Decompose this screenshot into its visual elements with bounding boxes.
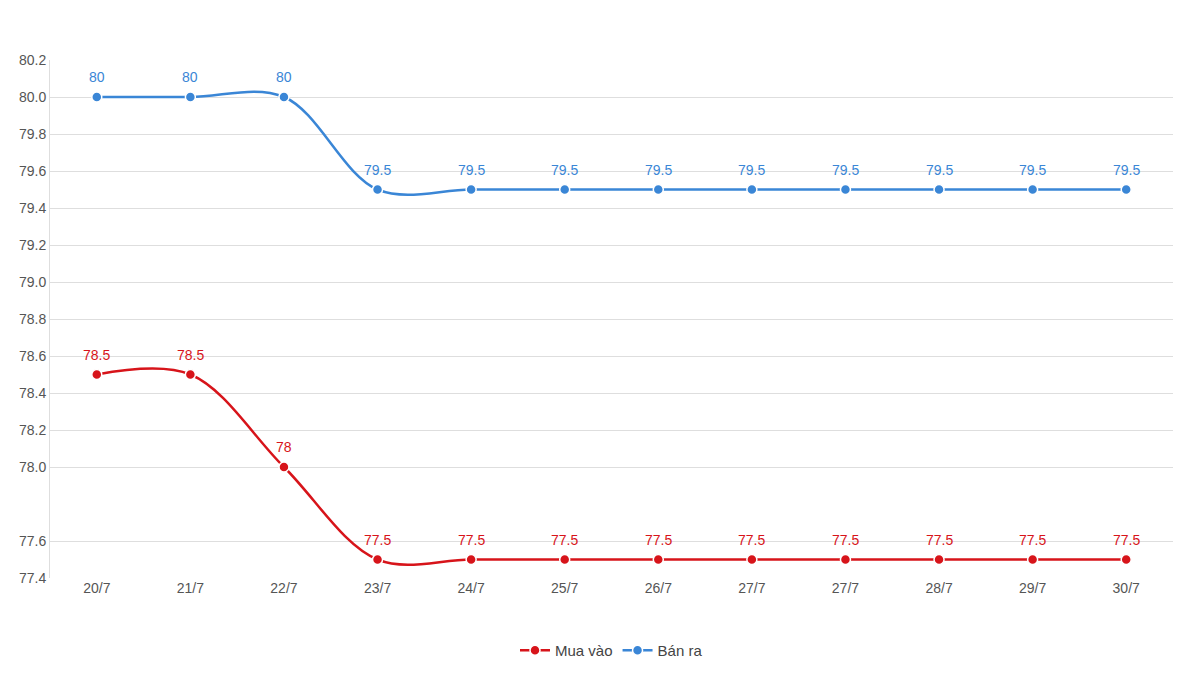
svg-text:79.5: 79.5 [1113,162,1140,178]
svg-text:78.4: 78.4 [19,385,46,401]
svg-text:79.5: 79.5 [926,162,953,178]
svg-text:25/7: 25/7 [551,580,578,596]
svg-text:77.5: 77.5 [364,532,391,548]
svg-text:77.5: 77.5 [551,532,578,548]
svg-text:79.0: 79.0 [19,274,46,290]
svg-text:26/7: 26/7 [645,580,672,596]
svg-text:79.5: 79.5 [738,162,765,178]
svg-text:78.5: 78.5 [83,347,110,363]
svg-text:79.4: 79.4 [19,200,46,216]
svg-text:78.0: 78.0 [19,459,46,475]
svg-text:79.5: 79.5 [645,162,672,178]
svg-text:78: 78 [276,439,292,455]
svg-text:29/7: 29/7 [1019,580,1046,596]
svg-text:77.5: 77.5 [738,532,765,548]
svg-text:77.5: 77.5 [458,532,485,548]
svg-text:78.6: 78.6 [19,348,46,364]
svg-text:78.8: 78.8 [19,311,46,327]
svg-text:27/7: 27/7 [738,580,765,596]
svg-text:80: 80 [276,69,292,85]
svg-text:77.5: 77.5 [1113,532,1140,548]
svg-text:78.2: 78.2 [19,422,46,438]
svg-text:80: 80 [89,69,105,85]
svg-text:80.0: 80.0 [19,89,46,105]
svg-text:79.2: 79.2 [19,237,46,253]
svg-text:27/7: 27/7 [832,580,859,596]
svg-text:28/7: 28/7 [925,580,952,596]
svg-text:79.8: 79.8 [19,126,46,142]
svg-text:Mua vào: Mua vào [555,642,613,659]
svg-text:77.5: 77.5 [1019,532,1046,548]
svg-text:79.5: 79.5 [1019,162,1046,178]
svg-text:21/7: 21/7 [177,580,204,596]
svg-text:22/7: 22/7 [270,580,297,596]
svg-text:80: 80 [182,69,198,85]
svg-text:77.6: 77.6 [19,533,46,549]
svg-text:30/7: 30/7 [1113,580,1140,596]
svg-text:77.4: 77.4 [19,570,46,586]
svg-text:80.2: 80.2 [19,52,46,68]
svg-text:24/7: 24/7 [458,580,485,596]
svg-text:79.5: 79.5 [458,162,485,178]
svg-text:79.5: 79.5 [832,162,859,178]
svg-text:20/7: 20/7 [83,580,110,596]
svg-text:79.6: 79.6 [19,163,46,179]
svg-text:78.5: 78.5 [177,347,204,363]
svg-text:79.5: 79.5 [364,162,391,178]
svg-text:23/7: 23/7 [364,580,391,596]
svg-text:79.5: 79.5 [551,162,578,178]
svg-text:77.5: 77.5 [832,532,859,548]
svg-text:77.5: 77.5 [645,532,672,548]
svg-text:77.5: 77.5 [926,532,953,548]
svg-text:Bán ra: Bán ra [658,642,703,659]
